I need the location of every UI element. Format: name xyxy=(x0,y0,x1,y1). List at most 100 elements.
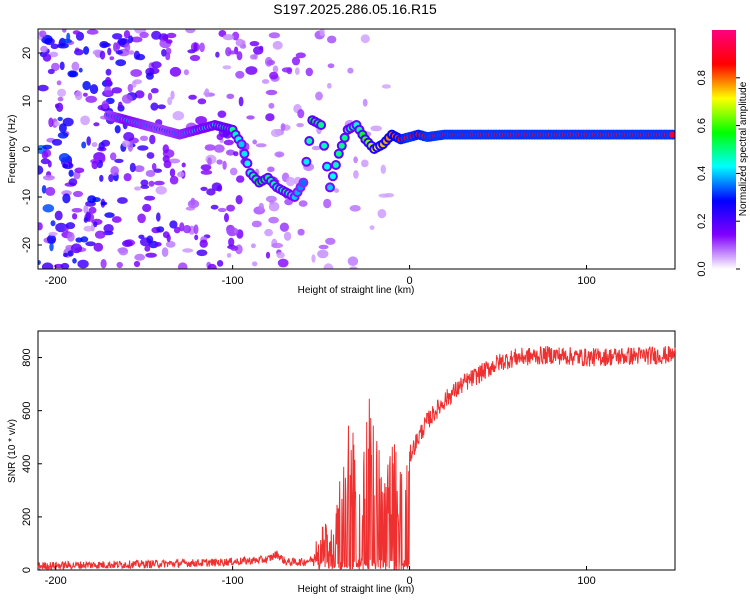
noise-blob xyxy=(173,226,181,234)
noise-blob xyxy=(177,171,185,178)
y-tick-label: 0 xyxy=(21,146,33,152)
noise-blob xyxy=(57,132,69,139)
colorbar-ticks: 0.0 0.2 0.4 0.6 0.8 xyxy=(696,70,740,277)
noise-blob xyxy=(327,35,337,44)
noise-blob xyxy=(68,169,74,177)
x-tick-label: 100 xyxy=(577,575,595,587)
ridge-core xyxy=(324,163,330,170)
noise-blob xyxy=(45,186,56,196)
noise-blob xyxy=(133,79,142,85)
noise-blob xyxy=(215,51,220,58)
noise-blob xyxy=(207,263,217,269)
noise-blob xyxy=(66,232,75,242)
noise-blob xyxy=(177,262,188,269)
noise-blob xyxy=(353,170,359,179)
noise-blob xyxy=(166,234,171,243)
ridge-core xyxy=(335,150,342,157)
noise-blob xyxy=(56,43,69,49)
noise-blob xyxy=(216,133,224,141)
x-tick-label: -200 xyxy=(45,275,67,287)
snr-panel: -200 -100 0 100 0 200 400 600 800 Height of str… xyxy=(7,330,676,595)
noise-blob xyxy=(147,92,153,101)
noise-blob xyxy=(47,68,55,75)
noise-blob xyxy=(140,179,149,187)
noise-blob xyxy=(137,213,146,224)
noise-blob xyxy=(349,205,361,212)
noise-blob xyxy=(268,201,280,212)
noise-blob xyxy=(72,30,81,35)
ridge-core xyxy=(238,141,245,148)
noise-blob xyxy=(88,206,97,214)
noise-blob xyxy=(162,155,170,163)
noise-blob xyxy=(188,94,197,100)
noise-blob xyxy=(46,234,57,245)
noise-blob xyxy=(252,139,257,145)
noise-blob xyxy=(83,204,89,214)
noise-blob xyxy=(150,102,159,111)
noise-blob xyxy=(161,247,169,257)
ridge-core xyxy=(332,162,339,168)
noise-blob xyxy=(57,96,64,102)
noise-blob xyxy=(194,234,199,241)
noise-blob xyxy=(40,158,51,165)
noise-blob xyxy=(86,29,99,35)
noise-blob xyxy=(165,241,176,248)
noise-blob xyxy=(311,254,316,263)
noise-blob xyxy=(381,84,391,89)
noise-blob xyxy=(41,150,49,160)
noise-blob xyxy=(99,50,106,60)
noise-blob xyxy=(165,39,173,44)
noise-blob xyxy=(93,221,98,228)
noise-blob xyxy=(291,56,301,66)
colorbar: 0.0 0.2 0.4 0.6 0.8 Normalized spectral ampl… xyxy=(696,30,749,277)
noise-blob xyxy=(245,66,258,75)
noise-blob xyxy=(222,160,227,170)
noise-blob xyxy=(162,34,169,41)
noise-blob xyxy=(196,249,208,257)
noise-blob xyxy=(67,250,74,257)
noise-blob xyxy=(68,178,78,186)
noise-blob xyxy=(82,80,91,91)
y-tick-label: -20 xyxy=(21,237,33,253)
colorbar-label: Normalized spectral amplitude xyxy=(738,81,749,216)
noise-blob xyxy=(83,217,88,223)
y-tick-label: 10 xyxy=(21,95,33,107)
noise-blob xyxy=(104,212,115,218)
noise-blob xyxy=(62,193,71,204)
noise-blob xyxy=(83,92,88,97)
noise-blob xyxy=(135,53,146,61)
noise-blob xyxy=(100,201,108,206)
noise-blob xyxy=(157,104,166,110)
x-tick-label: -100 xyxy=(222,575,244,587)
x-tick-label: 0 xyxy=(407,575,413,587)
noise-blob xyxy=(327,63,335,69)
spectrogram-image xyxy=(38,29,675,269)
ridge-core xyxy=(306,138,313,144)
noise-blob xyxy=(73,171,81,180)
noise-blob xyxy=(145,170,156,177)
noise-blob xyxy=(114,125,121,134)
noise-blob xyxy=(117,38,127,46)
noise-blob xyxy=(323,198,332,209)
noise-blob xyxy=(353,156,358,164)
noise-blob xyxy=(216,159,223,165)
noise-blob xyxy=(236,51,243,61)
noise-blob xyxy=(272,65,279,73)
noise-blob xyxy=(41,185,47,194)
y-tick-label: 0 xyxy=(21,567,33,573)
noise-blob xyxy=(78,67,83,73)
noise-blob xyxy=(122,140,131,148)
noise-blob xyxy=(280,123,286,131)
noise-blob xyxy=(252,261,258,267)
figure-title: S197.2025.286.05.16.R15 xyxy=(273,1,437,17)
noise-blob xyxy=(226,149,236,156)
colorbar-tick-label: 0.4 xyxy=(696,166,708,181)
noise-blob xyxy=(130,69,143,77)
noise-blob xyxy=(151,61,162,69)
noise-blob xyxy=(246,115,255,120)
ridge-core xyxy=(669,131,675,138)
noise-blob xyxy=(109,56,115,61)
noise-blob xyxy=(235,70,245,79)
noise-blob xyxy=(182,248,194,253)
